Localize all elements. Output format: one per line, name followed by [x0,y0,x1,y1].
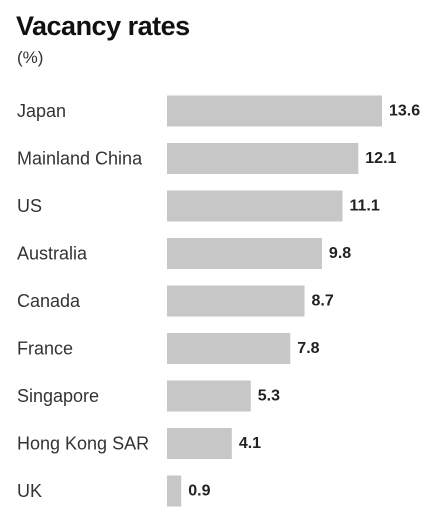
value-label-1: 12.1 [365,150,396,167]
value-label-3: 9.8 [329,245,351,262]
category-label-6: Singapore [17,386,99,406]
category-label-0: Japan [17,101,66,121]
value-label-7: 4.1 [239,435,261,452]
value-label-6: 5.3 [258,388,280,405]
category-label-2: US [17,196,42,216]
bar-6 [167,380,251,412]
bar-7 [167,428,232,459]
bar-8 [167,475,182,507]
value-label-2: 11.1 [349,198,379,215]
category-label-8: UK [17,481,42,501]
category-label-5: France [17,339,73,359]
bar-4 [167,285,305,317]
bar-2 [167,190,343,222]
bar-0 [167,95,382,127]
value-label-4: 8.7 [312,293,334,310]
category-label-7: Hong Kong SAR [17,434,149,454]
value-label-8: 0.9 [188,483,210,500]
chart-subtitle: (%) [17,48,44,67]
bar-1 [167,143,359,174]
category-label-4: Canada [17,291,81,311]
bar-3 [167,238,322,269]
category-label-3: Australia [17,244,88,264]
category-label-1: Mainland China [17,149,143,169]
value-label-0: 13.6 [389,103,420,120]
value-label-5: 7.8 [297,340,319,357]
chart-title: Vacancy rates [16,11,190,41]
bar-5 [167,333,291,364]
